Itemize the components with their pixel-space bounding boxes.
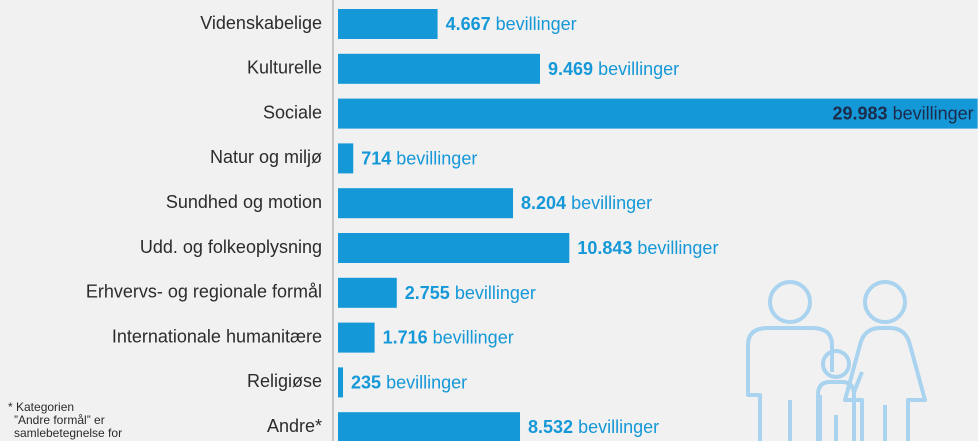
footnote: samlebetegnelse for (14, 426, 122, 440)
value-number: 4.667 (446, 14, 491, 34)
value-unit: bevillinger (578, 417, 659, 437)
bar (338, 9, 438, 39)
bar (338, 278, 397, 308)
value-label: 8.532 bevillinger (528, 417, 659, 437)
category-label: Kulturelle (247, 58, 322, 78)
value-number: 235 (351, 372, 381, 392)
value-label: 1.716 bevillinger (383, 327, 514, 347)
value-number: 29.983 (833, 103, 888, 123)
value-label: 29.983 bevillinger (833, 103, 974, 123)
chart: Videnskabelige 4.667 bevillinger Kulturell… (0, 0, 978, 441)
category-label: Natur og miljø (210, 147, 322, 167)
value-label: 235 bevillinger (351, 372, 467, 392)
value-label: 9.469 bevillinger (548, 59, 679, 79)
footnote: * Kategorien (8, 400, 74, 414)
value-label: 4.667 bevillinger (446, 14, 577, 34)
category-label: Erhvervs- og regionale formål (86, 282, 322, 302)
bar (338, 188, 513, 218)
value-unit: bevillinger (893, 103, 974, 123)
category-label: Udd. og folkeoplysning (140, 237, 322, 257)
value-number: 10.843 (577, 238, 632, 258)
category-label: Andre* (267, 416, 322, 436)
value-number: 9.469 (548, 59, 593, 79)
value-number: 2.755 (405, 283, 450, 303)
footnote: ”Andre formål” er (14, 413, 105, 427)
bar (338, 143, 353, 173)
value-label: 2.755 bevillinger (405, 283, 536, 303)
value-unit: bevillinger (433, 327, 514, 347)
value-unit: bevillinger (386, 372, 467, 392)
value-number: 1.716 (383, 327, 428, 347)
category-label: Sociale (263, 102, 322, 122)
value-unit: bevillinger (598, 59, 679, 79)
value-unit: bevillinger (396, 148, 477, 168)
category-label: Videnskabelige (200, 13, 322, 33)
family-icon (748, 282, 925, 441)
value-number: 714 (361, 148, 391, 168)
value-unit: bevillinger (637, 238, 718, 258)
bar (338, 54, 540, 84)
value-unit: bevillinger (496, 14, 577, 34)
value-label: 714 bevillinger (361, 148, 477, 168)
bar (338, 323, 375, 353)
value-label: 10.843 bevillinger (577, 238, 718, 258)
value-label: 8.204 bevillinger (521, 193, 652, 213)
bar (338, 367, 343, 397)
category-label: Sundhed og motion (166, 192, 322, 212)
value-unit: bevillinger (571, 193, 652, 213)
value-unit: bevillinger (455, 283, 536, 303)
value-number: 8.532 (528, 417, 573, 437)
category-label: Internationale humanitære (112, 326, 322, 346)
bar (338, 233, 569, 263)
category-label: Religiøse (247, 371, 322, 391)
value-number: 8.204 (521, 193, 566, 213)
bar (338, 412, 520, 441)
